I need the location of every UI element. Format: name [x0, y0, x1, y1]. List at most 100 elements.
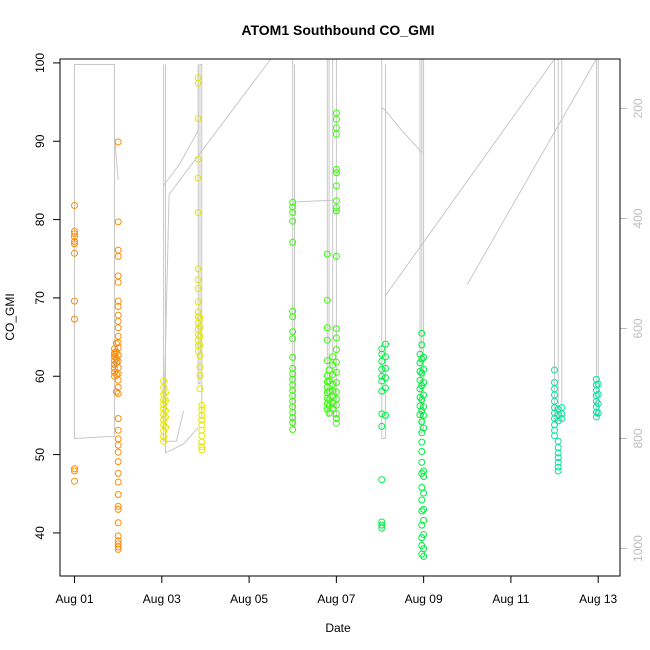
data-point [418, 396, 426, 404]
data-point [160, 401, 168, 408]
altitude-profile-line [292, 59, 295, 428]
data-point [196, 332, 204, 340]
altitude-profile-line [163, 59, 272, 428]
data-point [194, 115, 202, 122]
data-point [378, 365, 386, 373]
data-point [594, 380, 602, 388]
data-point [114, 303, 122, 310]
data-point [289, 217, 297, 225]
data-point [554, 458, 562, 466]
data-point [378, 422, 386, 430]
data-point [554, 449, 562, 457]
data-point [551, 432, 558, 440]
data-point [418, 418, 426, 426]
data-point [114, 390, 122, 397]
data-point [114, 491, 122, 498]
data-point [323, 250, 331, 258]
data-point [325, 387, 333, 395]
data-point [378, 350, 386, 358]
data-point [114, 543, 122, 551]
data-point [378, 524, 386, 532]
data-point [332, 358, 340, 366]
data-points [71, 74, 602, 560]
data-point [71, 230, 78, 238]
data-point [592, 413, 600, 421]
data-point [114, 478, 122, 486]
data-point [114, 376, 122, 384]
data-point [198, 446, 206, 454]
data-point [551, 409, 558, 417]
data-point [332, 346, 340, 354]
data-point [114, 435, 122, 443]
data-point [382, 353, 389, 361]
data-point [420, 473, 428, 480]
data-point [332, 325, 340, 332]
data-point [418, 507, 426, 515]
data-point [162, 397, 169, 404]
data-point [332, 207, 340, 215]
data-point [554, 454, 562, 462]
data-point [378, 521, 386, 529]
data-point [196, 314, 204, 322]
y2-tick-label: 200 [631, 98, 645, 118]
x-tick-label: Aug 01 [56, 592, 94, 606]
data-point [289, 414, 297, 422]
data-point [196, 341, 204, 349]
data-point [289, 313, 297, 321]
x-axis-label: Date [325, 621, 351, 635]
data-point [416, 402, 424, 410]
data-point [194, 79, 202, 87]
data-point [194, 155, 202, 163]
data-point [378, 372, 386, 380]
x-tick-label: Aug 03 [143, 592, 181, 606]
data-point [114, 415, 122, 422]
altitude-profile-line [385, 59, 555, 298]
data-point [418, 407, 426, 415]
data-point [332, 204, 340, 212]
altitude-profile-line [114, 64, 119, 181]
data-point [378, 476, 386, 484]
data-point [420, 531, 428, 538]
data-point [114, 458, 122, 466]
y2-tick-label: 400 [631, 208, 645, 228]
data-point [114, 138, 122, 146]
data-point [332, 401, 340, 409]
altitude-profile-line [163, 64, 185, 442]
data-point [289, 209, 297, 216]
data-point [332, 197, 340, 205]
altitude-profile-line [381, 59, 423, 154]
data-point [332, 410, 340, 418]
data-point [196, 323, 204, 331]
data-point [594, 400, 602, 408]
x-tick-label: Aug 11 [492, 592, 529, 606]
data-point [196, 352, 204, 360]
data-point [289, 386, 297, 394]
data-point [196, 363, 204, 371]
data-point [289, 238, 297, 246]
data-point [418, 369, 426, 377]
y-tick-label: 50 [33, 448, 47, 462]
altitude-profile-line [165, 64, 199, 454]
data-point [329, 371, 337, 379]
data-point [418, 329, 426, 337]
data-point [194, 298, 202, 306]
data-point [323, 324, 331, 332]
data-point [114, 426, 122, 434]
y-tick-label: 80 [33, 213, 47, 227]
data-point [558, 410, 566, 418]
data-point [554, 417, 562, 425]
data-point [332, 115, 340, 123]
data-point [71, 202, 78, 209]
data-point [332, 379, 340, 386]
data-point [289, 328, 297, 336]
data-point [194, 174, 202, 182]
data-point [114, 502, 122, 510]
x-tick-label: Aug 09 [405, 592, 443, 606]
data-point [111, 372, 118, 380]
series-4 [378, 329, 428, 560]
data-point [71, 297, 78, 305]
data-point [420, 379, 428, 386]
data-point [114, 252, 122, 260]
data-point [160, 437, 168, 445]
data-point [112, 388, 120, 396]
